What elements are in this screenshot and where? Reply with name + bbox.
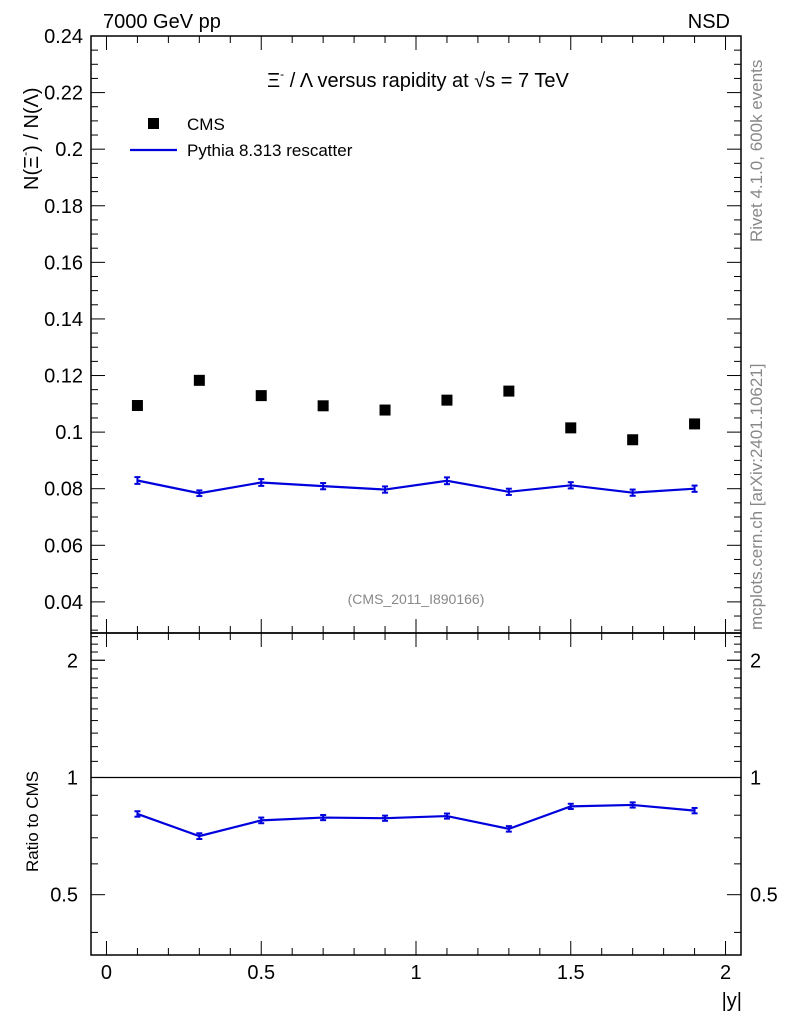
cms-data-point xyxy=(379,404,391,416)
x-tick-label: 0 xyxy=(101,962,112,984)
y-tick-label: 0.14 xyxy=(44,309,83,331)
cms-data-point xyxy=(131,400,143,412)
y-tick-label: 0.24 xyxy=(44,26,83,48)
ratio-y-label: Ratio to CMS xyxy=(23,771,42,872)
header-right: NSD xyxy=(688,11,730,33)
cms-data-point xyxy=(441,394,453,406)
x-tick-label: 1 xyxy=(410,962,421,984)
x-tick-label: 1.5 xyxy=(557,962,585,984)
cms-data-point xyxy=(565,422,577,434)
chart-title: Ξ- / Λ versus rapidity at √s = 7 TeV xyxy=(267,67,569,92)
x-tick-label: 2 xyxy=(720,962,731,984)
ratio-y-tick-label-right: 1 xyxy=(750,767,761,789)
main-x-ticks xyxy=(105,36,727,633)
y-tick-label: 0.22 xyxy=(44,83,83,105)
cms-data-point xyxy=(193,374,205,386)
y-tick-label: 0.16 xyxy=(44,252,83,274)
mc-line xyxy=(137,479,695,495)
main-data-series xyxy=(131,374,701,446)
cms-data-point xyxy=(689,418,701,430)
cms-data-point xyxy=(503,385,515,397)
y-tick-label: 0.2 xyxy=(55,139,83,161)
legend: CMS Pythia 8.313 rescatter xyxy=(130,115,353,160)
x-tick-label: 0.5 xyxy=(247,962,275,984)
cms-data-point xyxy=(255,390,267,402)
ratio-mc-series xyxy=(134,801,698,841)
legend-pythia-label: Pythia 8.313 rescatter xyxy=(187,141,353,160)
legend-cms-marker xyxy=(148,118,159,129)
y-tick-label: 0.08 xyxy=(44,479,83,501)
main-y-label: N(Ξ-) / N(Λ) xyxy=(18,87,43,190)
ratio-x-ticks: 0 0.5 1 1.5 2 xyxy=(101,633,731,984)
y-tick-label: 0.04 xyxy=(44,592,83,614)
cms-data-point xyxy=(317,400,329,412)
ratio-y-tick-label-right: 0.5 xyxy=(750,885,778,907)
main-mc-series xyxy=(134,476,698,498)
y-tick-label: 0.18 xyxy=(44,196,83,218)
ratio-y-ticks: 0.5 0.5 1 1 2 2 xyxy=(50,636,778,933)
analysis-watermark: (CMS_2011_I890166) xyxy=(348,591,485,607)
ratio-mc-line xyxy=(137,803,695,838)
y-tick-label: 0.06 xyxy=(44,535,83,557)
header-left: 7000 GeV pp xyxy=(103,11,221,33)
y-tick-label: 0.1 xyxy=(55,422,83,444)
main-y-ticks: 0.04 0.06 0.08 0.1 0.12 0.14 0.16 0.18 0.2 0.22 0.… xyxy=(44,26,741,631)
ratio-y-tick-label-right: 2 xyxy=(750,650,761,672)
x-axis-label: |y| xyxy=(722,990,742,1012)
y-tick-label: 0.12 xyxy=(44,366,83,388)
mcplots-label: mcplots.cern.ch [arXiv:2401.10621] xyxy=(747,364,766,630)
ratio-frame xyxy=(90,632,742,956)
ratio-y-tick-label: 2 xyxy=(67,650,78,672)
cms-data-point xyxy=(627,434,639,446)
ratio-y-tick-label: 1 xyxy=(67,767,78,789)
rivet-label: Rivet 4.1.0, 600k events xyxy=(747,60,766,242)
legend-cms-label: CMS xyxy=(187,115,225,134)
ratio-y-tick-label: 0.5 xyxy=(50,885,78,907)
